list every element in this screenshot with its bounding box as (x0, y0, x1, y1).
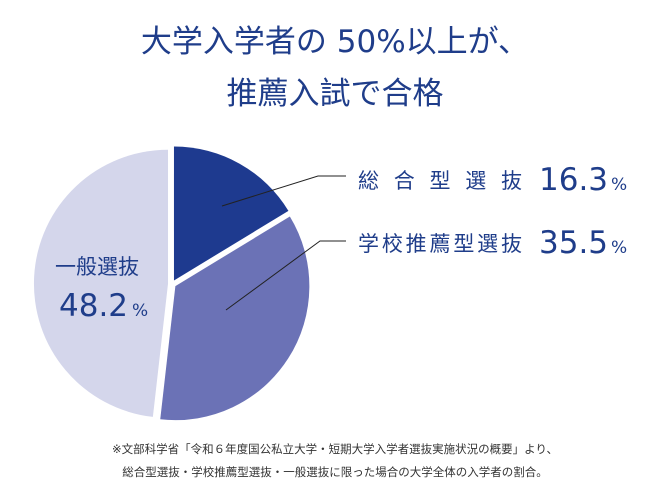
title-line-1: 大学入学者の 50%以上が、 (141, 24, 529, 60)
footnote-line-1: ※文部科学省「令和６年度国公私立大学・短期大学入学者選抜実施状況の概要」より、 (112, 442, 558, 456)
label-suisen-name: 学校推薦型選抜 (358, 232, 522, 256)
footnote: ※文部科学省「令和６年度国公私立大学・短期大学入学者選抜実施状況の概要」より、 … (112, 442, 558, 479)
label-ippan: 一般選抜 48.2 % (55, 255, 148, 324)
label-sogo-name: 総合型選抜 (358, 169, 522, 193)
label-sogo-value: 16.3 (539, 162, 608, 198)
pie-slices (33, 146, 310, 421)
pie-slice-3 (33, 149, 169, 417)
footnote-line-2: 総合型選抜・学校推薦型選抜・一般選抜に限った場合の大学全体の入学者の割合。 (122, 465, 548, 479)
pie-slice-1 (173, 146, 289, 281)
label-suisen-unit: % (611, 238, 627, 258)
label-ippan-value: 48.2 (59, 288, 128, 324)
label-sogo: 総合型選抜 16.3 % (358, 162, 627, 198)
title-line-2: 推薦入試で合格 (227, 76, 444, 112)
leader-lines (221, 175, 346, 311)
pie-slice-2 (160, 216, 310, 421)
label-suisen-value: 35.5 (539, 225, 608, 261)
leader-line-2 (225, 240, 346, 311)
label-ippan-name: 一般選抜 (55, 255, 139, 279)
chart-title: 大学入学者の 50%以上が、 推薦入試で合格 (141, 24, 529, 112)
label-ippan-unit: % (132, 301, 148, 321)
label-sogo-unit: % (611, 175, 627, 195)
leader-line-1 (221, 175, 346, 207)
label-suisen: 学校推薦型選抜 35.5 % (358, 225, 627, 261)
